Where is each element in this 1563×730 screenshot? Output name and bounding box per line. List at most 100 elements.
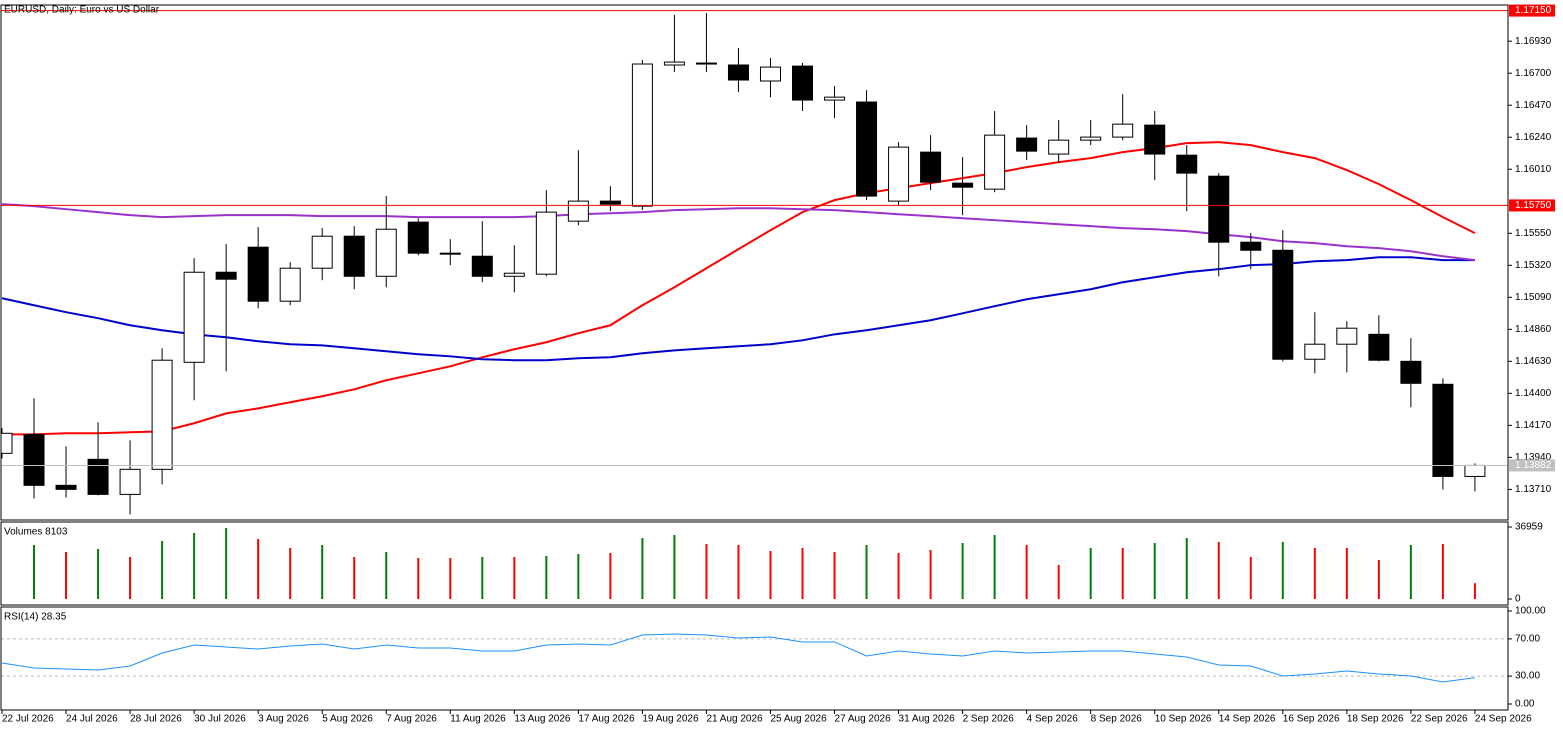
y-tick-label: 1.16010: [1515, 164, 1552, 175]
candle-body: [727, 64, 749, 81]
y-tick-label: 1.13710: [1515, 484, 1552, 495]
x-tick-label: 2 Sep 2026: [963, 714, 1015, 725]
y-tick-label: 1.16700: [1515, 68, 1552, 79]
x-tick-label: 24 Jul 2026: [66, 714, 118, 725]
candle-body: [55, 484, 77, 490]
candle-body: [279, 267, 301, 302]
volume-bar: [705, 544, 708, 599]
candle-body: [1432, 383, 1454, 477]
x-tick-label: 24 Sep 2026: [1475, 714, 1532, 725]
volume-bar: [513, 557, 516, 599]
candle-body: [1176, 154, 1198, 174]
price-label-bg: [1509, 4, 1555, 17]
y-tick-label: 1.13940: [1515, 452, 1552, 463]
candle-body: [663, 61, 685, 66]
volume-bar: [1281, 542, 1284, 599]
y-tick-label: 70.00: [1515, 634, 1540, 645]
volume-bar: [1441, 544, 1444, 599]
volume-bar: [929, 550, 932, 599]
candle-body: [1400, 360, 1422, 384]
candle-body: [247, 246, 269, 302]
rsi-line: [1, 633, 1475, 683]
x-tick-label: 3 Aug 2026: [258, 714, 309, 725]
volume-bar: [1217, 542, 1220, 599]
x-tick-label: 17 Aug 2026: [578, 714, 635, 725]
candle-body: [759, 66, 781, 82]
volume-bar: [385, 552, 388, 599]
price-panel: [1, 13, 1486, 515]
candle-body: [503, 272, 525, 277]
x-tick-label: 13 Aug 2026: [514, 714, 571, 725]
volume-bar: [1025, 545, 1028, 599]
y-tick-label: 1.16240: [1515, 132, 1552, 143]
candle-body: [119, 468, 141, 495]
candle-body: [1112, 123, 1134, 138]
volume-bar: [1121, 548, 1124, 599]
volume-bar: [1473, 583, 1476, 599]
moving-average: [2, 141, 1476, 436]
volume-bar: [353, 557, 356, 599]
price-label: 1.15750: [1515, 200, 1552, 211]
candle-body: [1144, 124, 1166, 155]
volume-bar: [1089, 548, 1092, 599]
y-tick-label: 1.14170: [1515, 420, 1552, 431]
candle-body: [599, 200, 621, 205]
volume-bar: [1057, 565, 1060, 599]
y-tick-label: 1.14630: [1515, 356, 1552, 367]
volume-bar: [193, 533, 196, 599]
volume-bar: [1377, 560, 1380, 599]
candle-body: [695, 62, 717, 65]
volume-bar: [737, 545, 740, 599]
volume-bar: [609, 553, 612, 599]
x-tick-label: 14 Sep 2026: [1219, 714, 1276, 725]
x-tick-label: 8 Sep 2026: [1091, 714, 1143, 725]
y-tick-label: 30.00: [1515, 671, 1540, 682]
moving-average: [1, 203, 1476, 262]
panel-border: [0, 606, 1509, 711]
volume-bar: [225, 528, 228, 599]
volume-bar: [673, 535, 676, 599]
volume-bar: [65, 552, 68, 599]
y-tick-label: 1.14400: [1515, 388, 1552, 399]
volume-bar: [1313, 548, 1316, 599]
candle-body: [87, 458, 109, 495]
volume-bar: [577, 554, 580, 599]
candle-body: [1208, 175, 1230, 243]
current-price-bg: [1509, 459, 1555, 472]
candle-body: [23, 433, 45, 486]
y-tick-label: 100.00: [1515, 606, 1546, 617]
candle-body: [856, 101, 878, 197]
x-tick-label: 5 Aug 2026: [322, 714, 373, 725]
candle-body: [151, 359, 173, 470]
candle-body: [183, 271, 205, 363]
volume-bar: [545, 556, 548, 599]
candle-body: [1080, 136, 1102, 141]
x-tick-label: 10 Sep 2026: [1155, 714, 1212, 725]
volume-bar: [897, 553, 900, 599]
volume-bar: [289, 548, 292, 599]
volume-bar: [769, 551, 772, 599]
y-tick-label: 0: [1515, 594, 1521, 605]
moving-average: [1, 256, 1475, 362]
candle-body: [535, 211, 557, 275]
volume-bar: [321, 545, 324, 599]
volume-bar: [1345, 548, 1348, 599]
volume-bar: [257, 539, 260, 599]
panel-title: RSI(14) 28.35: [4, 612, 67, 623]
candle-body: [1368, 333, 1390, 361]
panel-border: [0, 521, 1509, 606]
candle-body: [1304, 343, 1326, 360]
candle-body: [984, 134, 1006, 190]
candle-body: [311, 235, 333, 269]
volume-bar: [865, 545, 868, 599]
x-tick-label: 22 Jul 2026: [2, 714, 54, 725]
candle-body: [1016, 137, 1038, 152]
x-tick-label: 22 Sep 2026: [1411, 714, 1468, 725]
volume-bar: [481, 557, 484, 599]
x-tick-label: 4 Sep 2026: [1027, 714, 1079, 725]
candle-body: [215, 271, 237, 280]
x-tick-label: 11 Aug 2026: [450, 714, 506, 725]
x-tick-label: 28 Jul 2026: [130, 714, 182, 725]
y-tick-label: 1.16930: [1515, 36, 1552, 47]
